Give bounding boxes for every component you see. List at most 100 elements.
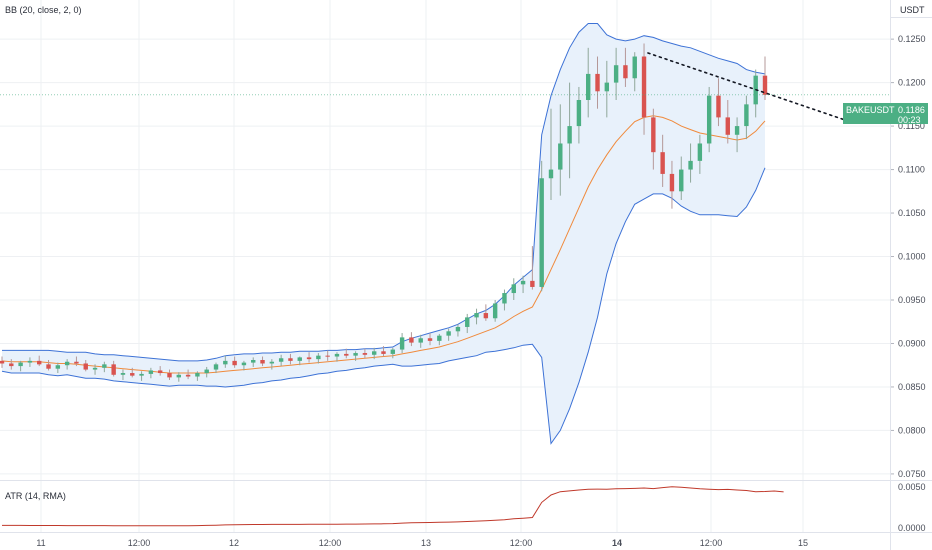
bb-indicator-label[interactable]: BB (20, close, 2, 0)	[5, 5, 82, 15]
candle-body	[241, 362, 247, 366]
candle-body	[74, 361, 79, 364]
candle	[744, 95, 749, 140]
candle	[157, 366, 163, 376]
x-tick-label: 12:00	[128, 538, 151, 548]
candle-body	[660, 152, 665, 174]
candle-body	[558, 143, 563, 170]
candle	[725, 100, 730, 144]
candle-body	[185, 374, 191, 377]
last-price-tag: BAKEUSDT 0.1186 00:23	[843, 103, 928, 125]
atr-line	[2, 486, 784, 527]
y-tick-label: 0.0900	[898, 338, 926, 348]
candle	[762, 56, 768, 100]
candle-body	[148, 370, 154, 374]
candle-body	[251, 360, 256, 363]
candle-body	[455, 326, 461, 332]
candle	[232, 356, 237, 368]
candle-body	[46, 364, 51, 369]
candle-body	[502, 293, 507, 304]
candle-body	[688, 160, 693, 170]
candle	[18, 360, 23, 372]
x-tick-label: 12	[229, 538, 239, 548]
candle-body	[567, 126, 572, 144]
x-tick-label: 14	[612, 538, 622, 548]
candle	[548, 108, 554, 200]
candle-body	[102, 364, 107, 368]
candle	[251, 357, 256, 367]
candle	[390, 347, 396, 359]
candle	[641, 43, 647, 135]
candle-body	[446, 331, 451, 336]
y-tick-label: 0.0850	[898, 382, 926, 392]
candle	[176, 372, 181, 382]
candle	[55, 362, 61, 374]
x-tick-label: 12:00	[700, 538, 723, 548]
candle	[446, 328, 451, 341]
candle	[651, 108, 656, 170]
candle-body	[18, 362, 23, 367]
candle	[362, 348, 368, 359]
candle-body	[325, 355, 330, 357]
candle-body	[511, 284, 516, 294]
candle	[148, 367, 154, 379]
candle	[278, 354, 284, 367]
candle	[623, 47, 628, 87]
candle	[344, 348, 349, 359]
x-tick-label: 12:00	[319, 538, 342, 548]
candle	[269, 359, 275, 370]
candle	[679, 156, 684, 200]
candle-body	[409, 337, 414, 343]
candle-body	[762, 75, 768, 95]
candle-body	[697, 143, 703, 161]
candle-body	[651, 117, 656, 153]
candle	[418, 334, 423, 348]
candle	[595, 56, 600, 109]
atr-indicator-label[interactable]: ATR (14, RMA)	[5, 491, 66, 501]
candle-body	[167, 373, 172, 378]
y-tick-label: 0.1100	[898, 165, 925, 175]
candle-body	[316, 355, 321, 360]
candle-body	[288, 358, 293, 361]
candle-body	[55, 365, 61, 369]
candle-body	[437, 335, 442, 341]
candle	[474, 308, 479, 325]
candle	[539, 160, 544, 292]
candle-body	[297, 357, 302, 361]
candle-body	[492, 303, 498, 319]
candle	[371, 347, 377, 360]
candle	[492, 300, 498, 322]
candle	[204, 366, 209, 378]
candle-body	[427, 338, 433, 341]
candle-body	[353, 353, 358, 356]
candle-body	[204, 369, 209, 374]
candle-body	[520, 280, 526, 285]
candle-body	[344, 353, 349, 356]
candle	[558, 104, 563, 196]
candle	[213, 362, 219, 374]
candle-body	[595, 73, 600, 92]
candle	[455, 324, 461, 337]
candle-body	[632, 56, 637, 79]
y-tick-label: 0.0750	[898, 469, 926, 479]
candle-body	[27, 360, 33, 363]
symbol-label: BAKEUSDT	[846, 105, 895, 115]
candle-body	[641, 56, 647, 118]
candle-body	[539, 178, 544, 287]
candle-body	[734, 126, 740, 135]
candle	[604, 60, 610, 118]
candle	[83, 360, 88, 372]
candle-body	[176, 374, 181, 378]
candle-body	[334, 353, 340, 357]
candle	[399, 333, 405, 354]
y-tick-label: 0.1150	[898, 121, 925, 131]
candle	[74, 356, 79, 367]
candle	[120, 369, 126, 380]
candle	[185, 369, 191, 380]
candle-body	[64, 361, 70, 366]
candle-body	[269, 361, 275, 364]
bollinger-band-fill	[2, 23, 765, 444]
x-tick-label: 15	[798, 538, 808, 548]
candle	[586, 47, 591, 118]
x-tick-label: 12:00	[510, 538, 533, 548]
